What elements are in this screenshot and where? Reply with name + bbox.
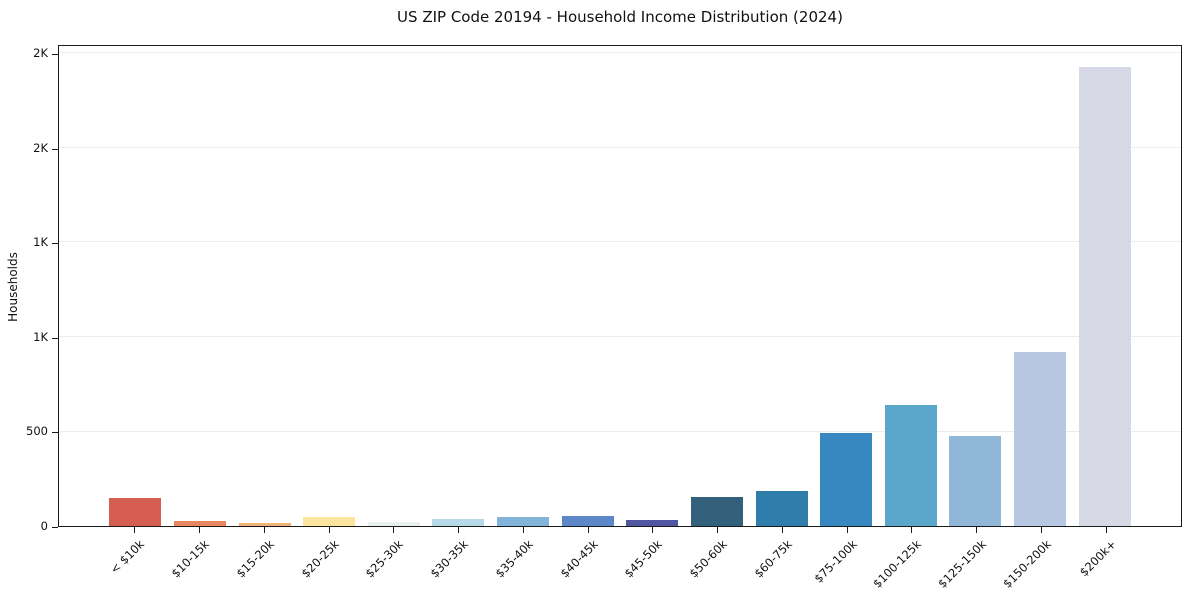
bar-$100-125k xyxy=(884,405,937,526)
x-tick-mark xyxy=(717,527,719,533)
bar-slot xyxy=(620,46,685,526)
bar-$30-35k xyxy=(432,519,485,526)
bar-$150-200k xyxy=(1014,352,1067,526)
bar-slot xyxy=(491,46,556,526)
x-tick-mark xyxy=(587,527,589,533)
gridline xyxy=(59,146,1181,148)
x-tick-mark xyxy=(328,527,330,533)
bar-slot xyxy=(555,46,620,526)
y-tick-mark xyxy=(52,243,58,245)
bars-container xyxy=(59,46,1181,526)
y-tick-mark xyxy=(52,54,58,56)
bar-slot xyxy=(232,46,297,526)
bar-$15-20k xyxy=(238,522,291,526)
bar-slot xyxy=(362,46,427,526)
bar-$45-50k xyxy=(626,519,679,526)
bar-$25-30k xyxy=(367,522,420,526)
bar-slot xyxy=(168,46,233,526)
x-tick-mark xyxy=(1105,527,1107,533)
bar-$50-60k xyxy=(690,496,743,526)
bar-< $10k xyxy=(109,497,162,526)
chart-title: US ZIP Code 20194 - Household Income Dis… xyxy=(397,8,843,26)
x-tick-mark xyxy=(781,527,783,533)
gridline xyxy=(59,52,1181,54)
x-tick-mark xyxy=(846,527,848,533)
x-tick-mark xyxy=(458,527,460,533)
x-tick-mark xyxy=(393,527,395,533)
y-tick-mark xyxy=(52,337,58,339)
x-tick-mark xyxy=(652,527,654,533)
gridline xyxy=(59,241,1181,243)
y-tick-label: 2K xyxy=(33,140,48,155)
x-tick-mark xyxy=(1040,527,1042,533)
bar-$40-45k xyxy=(561,515,614,526)
y-tick-label: 2K xyxy=(33,46,48,61)
y-tick-mark xyxy=(52,148,58,150)
x-tick-mark xyxy=(976,527,978,533)
bar-slot xyxy=(749,46,814,526)
bar-$35-40k xyxy=(497,516,550,526)
bar-$125-150k xyxy=(949,436,1002,526)
bar-$10-15k xyxy=(173,521,226,526)
y-tick-label: 500 xyxy=(26,424,48,439)
y-tick-label: 1K xyxy=(33,329,48,344)
bar-slot xyxy=(814,46,879,526)
y-tick-mark xyxy=(52,527,58,528)
gridline xyxy=(59,430,1181,432)
bar-$200k+ xyxy=(1078,66,1131,526)
bar-$20-25k xyxy=(303,516,356,526)
bar-$75-100k xyxy=(820,433,873,526)
bar-slot xyxy=(103,46,168,526)
plot-area xyxy=(58,45,1182,527)
x-tick-mark xyxy=(199,527,201,533)
y-tick-label: 0 xyxy=(40,519,48,533)
y-tick-label: 1K xyxy=(33,235,48,250)
x-tick-mark xyxy=(522,527,524,533)
bar-$60-75k xyxy=(755,491,808,526)
y-tick-mark xyxy=(52,432,58,434)
x-tick-label: < $10k xyxy=(107,537,148,577)
gridline xyxy=(59,335,1181,337)
bar-slot xyxy=(685,46,750,526)
bar-slot xyxy=(426,46,491,526)
bar-slot xyxy=(1072,46,1137,526)
bar-slot xyxy=(879,46,944,526)
x-tick-mark xyxy=(911,527,913,533)
bar-slot xyxy=(297,46,362,526)
bar-slot xyxy=(1008,46,1073,526)
bar-slot xyxy=(943,46,1008,526)
x-tick-mark xyxy=(134,527,136,533)
x-tick-mark xyxy=(263,527,265,533)
